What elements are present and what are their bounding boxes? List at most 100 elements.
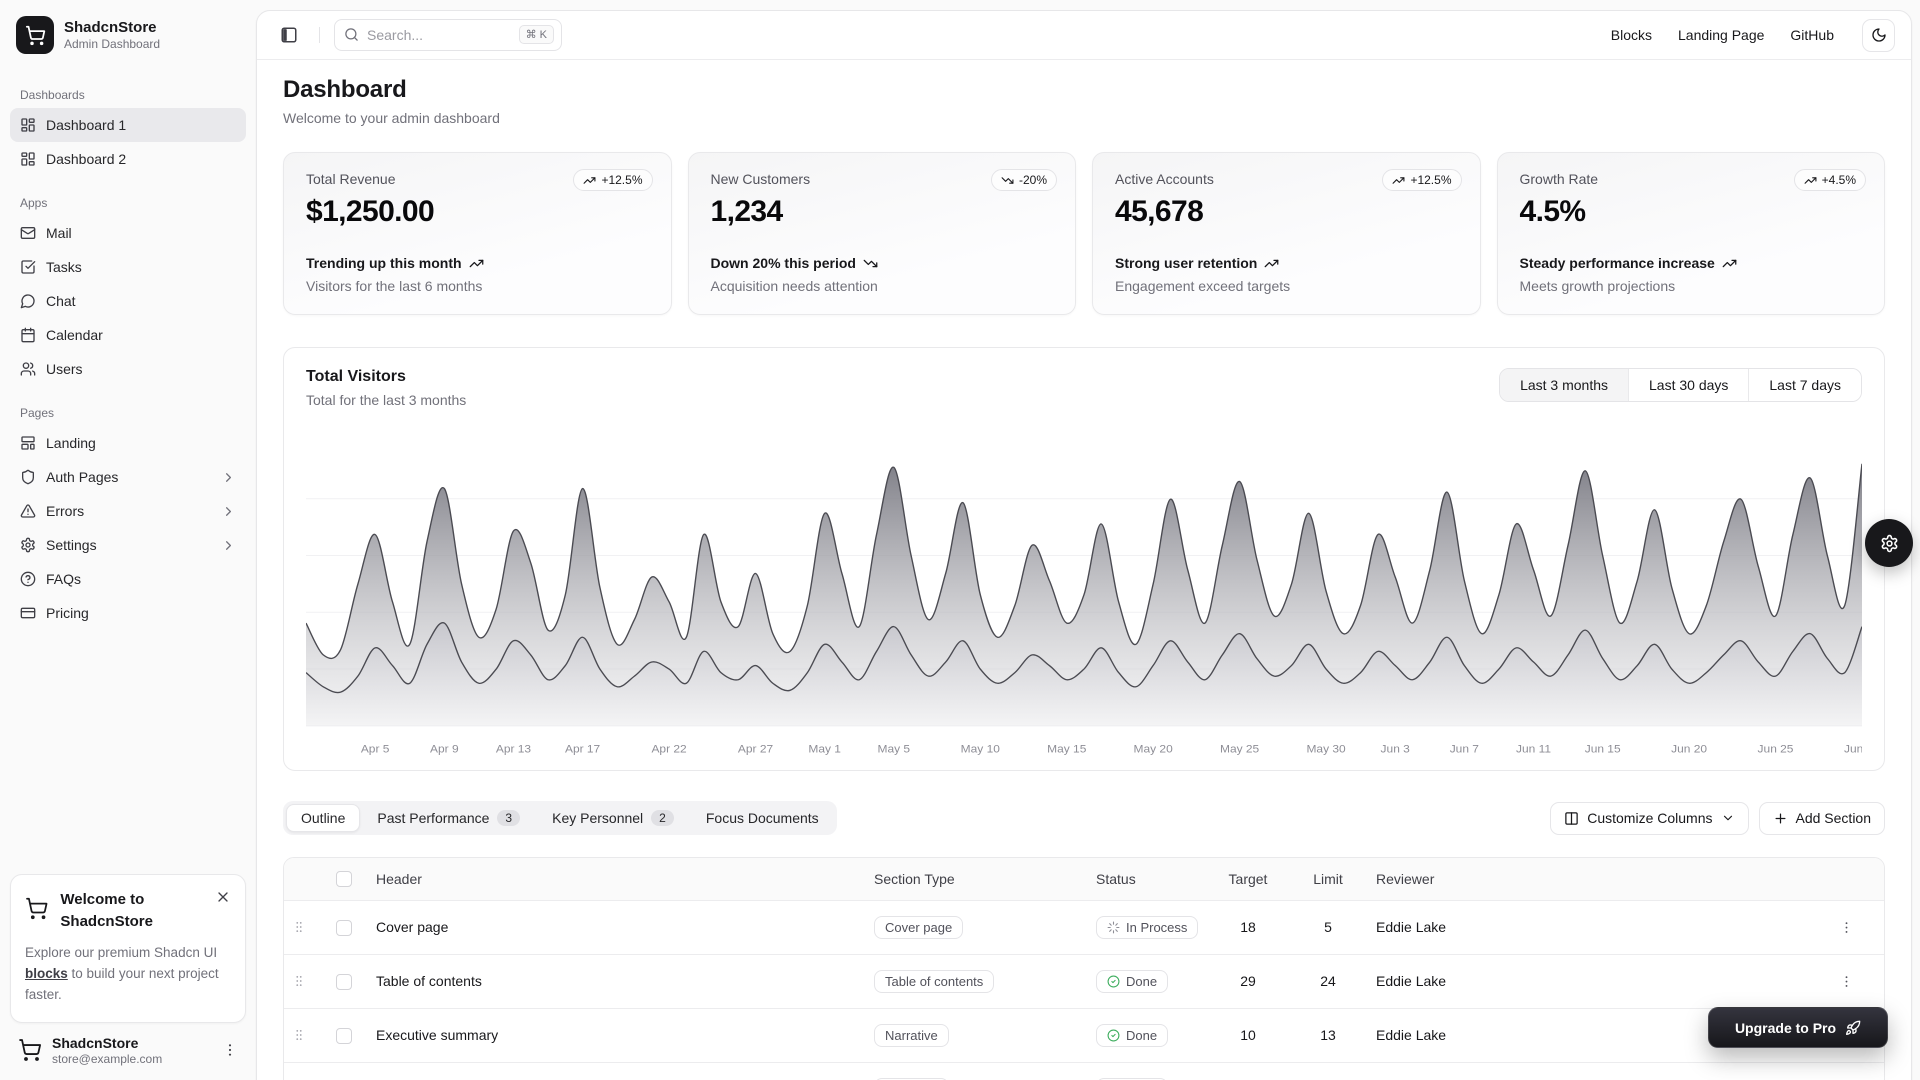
table-header-row: Header Section Type Status Target Limit … [284,858,1884,900]
nav-link-blocks[interactable]: Blocks [1610,27,1652,43]
stat-delta: -20% [1018,173,1047,187]
layout-template-icon [21,436,35,450]
trending-up-icon [583,176,596,184]
range-last-7-days[interactable]: Last 7 days [1748,369,1861,401]
section-type-badge: Cover page [874,915,964,939]
nav-group-dashboards: Dashboards Dashboard 1 Dashboard 2 [10,82,246,176]
add-section-button[interactable]: Add Section [1758,801,1885,835]
sidebar-item-faqs[interactable]: FAQs [10,562,246,596]
svg-text:Jun 30: Jun 30 [1844,743,1862,756]
tab-focus-documents[interactable]: Focus Documents [705,810,819,826]
sidebar-item-pricing[interactable]: Pricing [10,596,246,630]
grip-vertical-icon[interactable] [292,1028,306,1042]
grip-vertical-icon[interactable] [292,920,306,934]
sidebar-item-landing[interactable]: Landing [10,426,246,460]
row-checkbox[interactable] [336,1027,352,1044]
range-last-30-days[interactable]: Last 30 days [1628,369,1749,401]
circle-check-icon [1107,975,1120,987]
more-vertical-icon[interactable] [222,1042,238,1058]
gear-icon [1881,534,1897,552]
row-menu-button[interactable] [1835,970,1858,993]
brand-logo [16,16,54,54]
table-row: Technical approach Narrative Done 27 23 … [284,1061,1884,1080]
svg-text:Jun 7: Jun 7 [1450,743,1479,756]
customize-columns-button[interactable]: Customize Columns [1550,801,1749,835]
page-title: Dashboard [283,76,407,103]
row-header[interactable]: Table of contents [376,973,482,989]
stat-delta-badge: +4.5% [1793,169,1866,191]
users-icon [20,362,36,376]
divider [319,27,320,43]
tab-key-personnel[interactable]: Key Personnel 2 [537,804,689,832]
sidebar-item-dashboard-1[interactable]: Dashboard 1 [10,108,246,142]
dark-mode-toggle[interactable] [1862,18,1895,52]
sidebar-item-label: Settings [46,537,97,553]
chart-title: Total Visitors [306,368,406,385]
brand-subtitle: Admin Dashboard [64,37,161,51]
tab-past-performance[interactable]: Past Performance 3 [362,804,535,832]
stat-delta: +12.5% [1410,173,1452,187]
svg-text:Apr 13: Apr 13 [496,743,531,756]
range-last-3-months[interactable]: Last 3 months [1500,369,1628,401]
upgrade-to-pro-button[interactable]: Upgrade to Pro [1708,1007,1888,1048]
sidebar-item-mail[interactable]: Mail [10,216,246,250]
sidebar-user[interactable]: ShadcnStore store@example.com [10,1023,246,1071]
row-header[interactable]: Executive summary [376,1027,499,1043]
sidebar-item-label: Users [46,361,83,377]
chevron-right-icon [226,540,231,550]
column-target: Target [1208,858,1288,900]
stat-footer-sub: Engagement exceed targets [1115,278,1291,294]
sidebar: ShadcnStore Admin Dashboard Dashboards D… [0,0,256,1080]
stat-delta-badge: +12.5% [573,169,653,191]
stat-card-active-accounts: Active Accounts 45,678 +12.5% Strong use… [1092,152,1481,315]
row-header[interactable]: Cover page [376,919,449,935]
sidebar-item-dashboard-2[interactable]: Dashboard 2 [10,142,246,176]
shield-icon [22,469,34,485]
sidebar-item-settings[interactable]: Settings [10,528,246,562]
select-all-checkbox[interactable] [336,871,352,888]
trending-up-icon [1804,176,1817,184]
sidebar-item-tasks[interactable]: Tasks [10,250,246,284]
sidebar-item-auth-pages[interactable]: Auth Pages [10,460,246,494]
row-target: 29 [1208,953,1288,1008]
svg-text:May 1: May 1 [808,743,841,756]
tab-outline[interactable]: Outline [286,804,361,832]
sidebar-item-calendar[interactable]: Calendar [10,318,246,352]
blocks-link[interactable]: blocks [25,965,68,981]
sidebar-item-users[interactable]: Users [10,352,246,386]
shopping-cart-icon [19,1039,41,1062]
sidebar-item-label: Dashboard 1 [46,117,127,133]
close-icon[interactable] [211,885,235,909]
row-target: 18 [1208,899,1288,954]
topbar: ⌘ K Blocks Landing Page GitHub [257,11,1911,60]
nav-link-github[interactable]: GitHub [1790,27,1834,43]
sidebar-toggle-button[interactable] [273,19,305,51]
row-menu-button[interactable] [1835,916,1858,939]
sidebar-item-chat[interactable]: Chat [10,284,246,318]
svg-text:Jun 15: Jun 15 [1585,743,1621,756]
grip-vertical-icon[interactable] [292,974,306,988]
column-section-type: Section Type [866,858,1088,900]
chevron-right-icon [226,472,231,482]
sidebar-item-errors[interactable]: Errors [10,494,246,528]
theme-settings-fab[interactable] [1865,519,1913,567]
svg-text:May 20: May 20 [1134,743,1174,756]
calendar-icon [21,327,35,343]
stat-title: New Customers [710,171,811,187]
row-target: 27 [1208,1061,1288,1080]
table-row: Table of contents Table of contents Done… [284,953,1884,1008]
nav-group-label: Dashboards [20,88,85,102]
svg-text:Apr 5: Apr 5 [361,743,390,756]
status-badge: In Process [1096,915,1199,939]
svg-text:May 15: May 15 [1047,743,1087,756]
nav-link-landing-page[interactable]: Landing Page [1678,27,1765,43]
row-checkbox[interactable] [336,919,352,936]
chevron-down-icon [1723,815,1732,821]
layout-dashboard-icon [21,118,35,132]
gear-icon [21,537,35,553]
drag-column-header [284,858,328,900]
stat-cards: Total Revenue $1,250.00 +12.5% Trending … [283,152,1885,315]
row-checkbox[interactable] [336,973,352,990]
main-panel: ⌘ K Blocks Landing Page GitHub Dashboard… [256,10,1912,1080]
brand[interactable]: ShadcnStore Admin Dashboard [10,12,246,68]
